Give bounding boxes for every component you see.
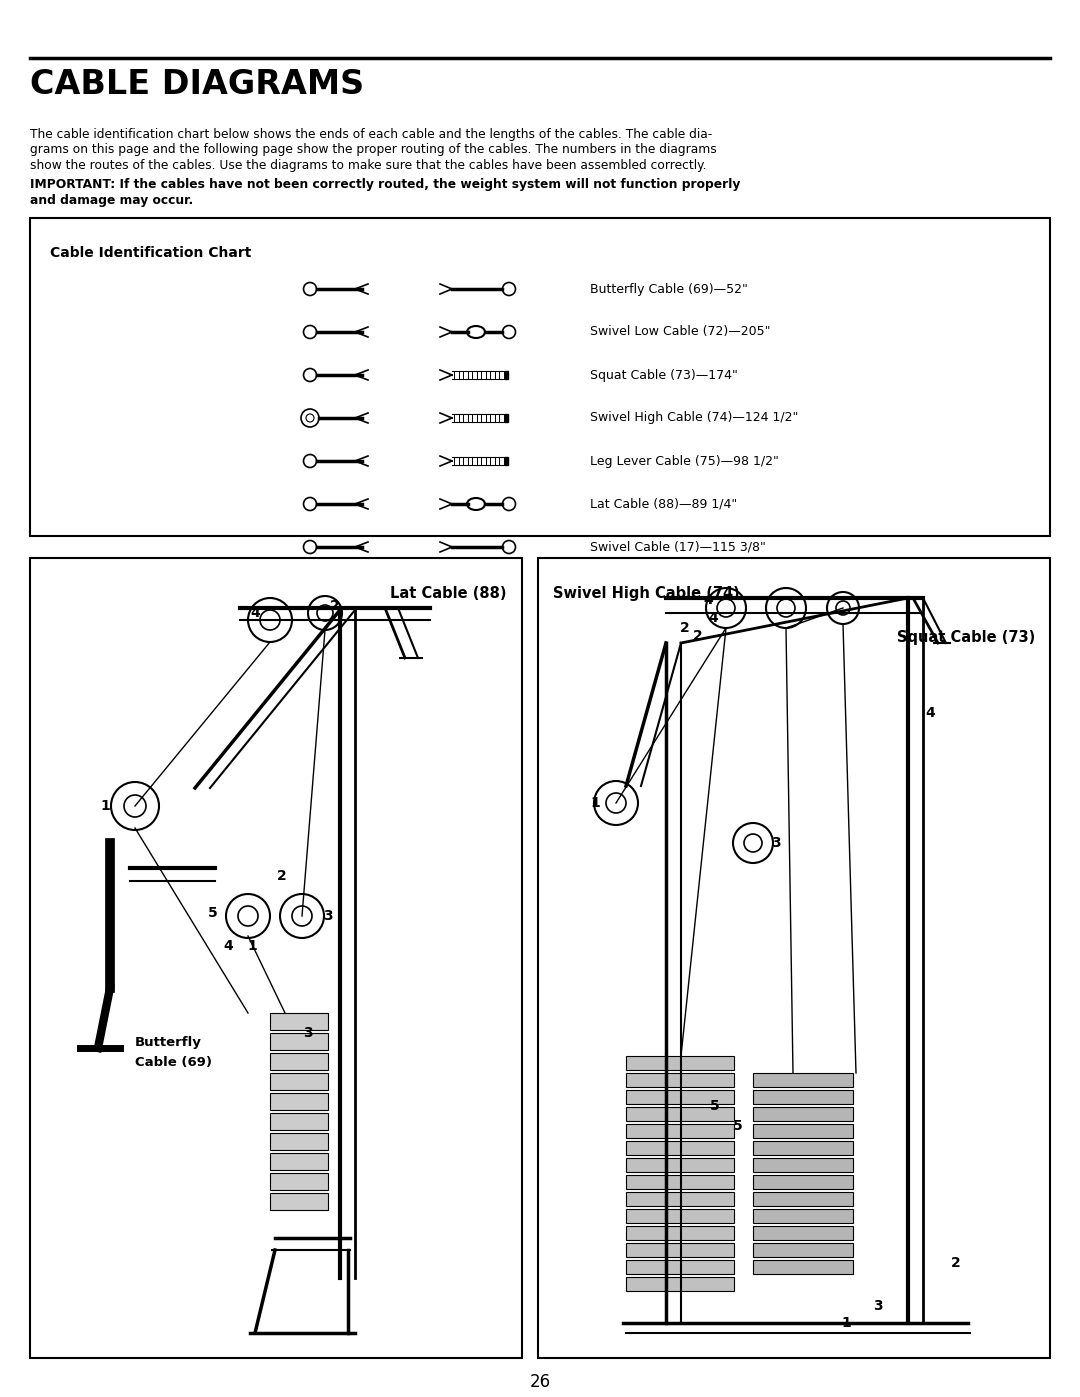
Bar [270,1133,328,1150]
Bar [753,1243,853,1257]
Bar [270,1173,328,1190]
Bar [753,1090,853,1104]
Text: Squat Cable (73): Squat Cable (73) [896,630,1035,645]
Text: IMPORTANT: If the cables have not been correctly routed, the weight system will : IMPORTANT: If the cables have not been c… [30,177,741,191]
Bar [753,1106,853,1120]
Text: grams on this page and the following page show the proper routing of the cables.: grams on this page and the following pag… [30,144,717,156]
Text: CABLE DIAGRAMS: CABLE DIAGRAMS [30,68,364,101]
Bar [626,1227,734,1241]
Text: Swivel Low Cable (72)—205": Swivel Low Cable (72)—205" [590,326,770,338]
Bar [270,1193,328,1210]
Text: 2: 2 [278,869,287,883]
Bar [626,1125,734,1139]
Bar [505,414,508,422]
Bar [626,1260,734,1274]
Bar [270,1153,328,1171]
Bar [753,1158,853,1172]
Bar [270,1032,328,1051]
Bar [753,1141,853,1155]
Text: and damage may occur.: and damage may occur. [30,194,193,207]
Text: show the routes of the cables. Use the diagrams to make sure that the cables hav: show the routes of the cables. Use the d… [30,159,706,172]
Text: 26: 26 [529,1373,551,1391]
Text: 4: 4 [251,606,260,620]
Bar [626,1277,734,1291]
Bar [626,1175,734,1189]
Text: The cable identification chart below shows the ends of each cable and the length: The cable identification chart below sho… [30,129,712,141]
Bar [270,1013,328,1030]
Bar [30,557,522,1358]
Text: 5: 5 [711,1099,720,1113]
Text: Cable (69): Cable (69) [135,1056,212,1069]
Text: Cable Identification Chart: Cable Identification Chart [50,246,252,260]
Bar [626,1106,734,1120]
Bar [505,457,508,465]
Text: 1: 1 [247,939,257,953]
Text: 3: 3 [323,909,333,923]
Bar [270,1073,328,1090]
Bar [626,1243,734,1257]
Text: 3: 3 [771,835,781,849]
Text: Leg Lever Cable (75)—98 1/2": Leg Lever Cable (75)—98 1/2" [590,454,779,468]
Bar [626,1192,734,1206]
Text: 3: 3 [303,1025,313,1039]
Bar [538,557,1050,1358]
Bar [753,1175,853,1189]
Text: 1: 1 [100,799,110,813]
Bar [753,1125,853,1139]
Bar [753,1073,853,1087]
Text: 2: 2 [693,629,703,643]
Text: Lat Cable (88): Lat Cable (88) [391,585,507,601]
Text: 5: 5 [208,907,218,921]
Text: 2: 2 [680,622,690,636]
Text: Butterfly: Butterfly [135,1037,202,1049]
Text: 4: 4 [703,592,713,608]
Text: Lat Cable (88)—89 1/4": Lat Cable (88)—89 1/4" [590,497,738,510]
Bar [626,1073,734,1087]
Bar [753,1227,853,1241]
Text: 3: 3 [874,1299,882,1313]
Text: 4: 4 [708,610,718,624]
Bar [270,1092,328,1111]
Bar [753,1208,853,1222]
Text: 4: 4 [926,705,935,719]
Text: 2: 2 [330,599,340,613]
Text: Swivel High Cable (74): Swivel High Cable (74) [553,585,740,601]
Text: Butterfly Cable (69)—52": Butterfly Cable (69)—52" [590,282,747,296]
Bar [626,1208,734,1222]
Bar [626,1158,734,1172]
Bar [626,1141,734,1155]
Bar [30,218,1050,536]
Text: Squat Cable (73)—174": Squat Cable (73)—174" [590,369,738,381]
Bar [626,1056,734,1070]
Text: Swivel High Cable (74)—124 1/2": Swivel High Cable (74)—124 1/2" [590,412,798,425]
Bar [270,1113,328,1130]
Text: 1: 1 [841,1316,851,1330]
Bar [753,1260,853,1274]
Text: 5: 5 [733,1119,743,1133]
Bar [270,1053,328,1070]
Bar [505,372,508,379]
Text: 2: 2 [951,1256,961,1270]
Bar [626,1090,734,1104]
Text: 1: 1 [590,796,599,810]
Text: Swivel Cable (17)—115 3/8": Swivel Cable (17)—115 3/8" [590,541,766,553]
Text: 4: 4 [224,939,233,953]
Bar [753,1192,853,1206]
